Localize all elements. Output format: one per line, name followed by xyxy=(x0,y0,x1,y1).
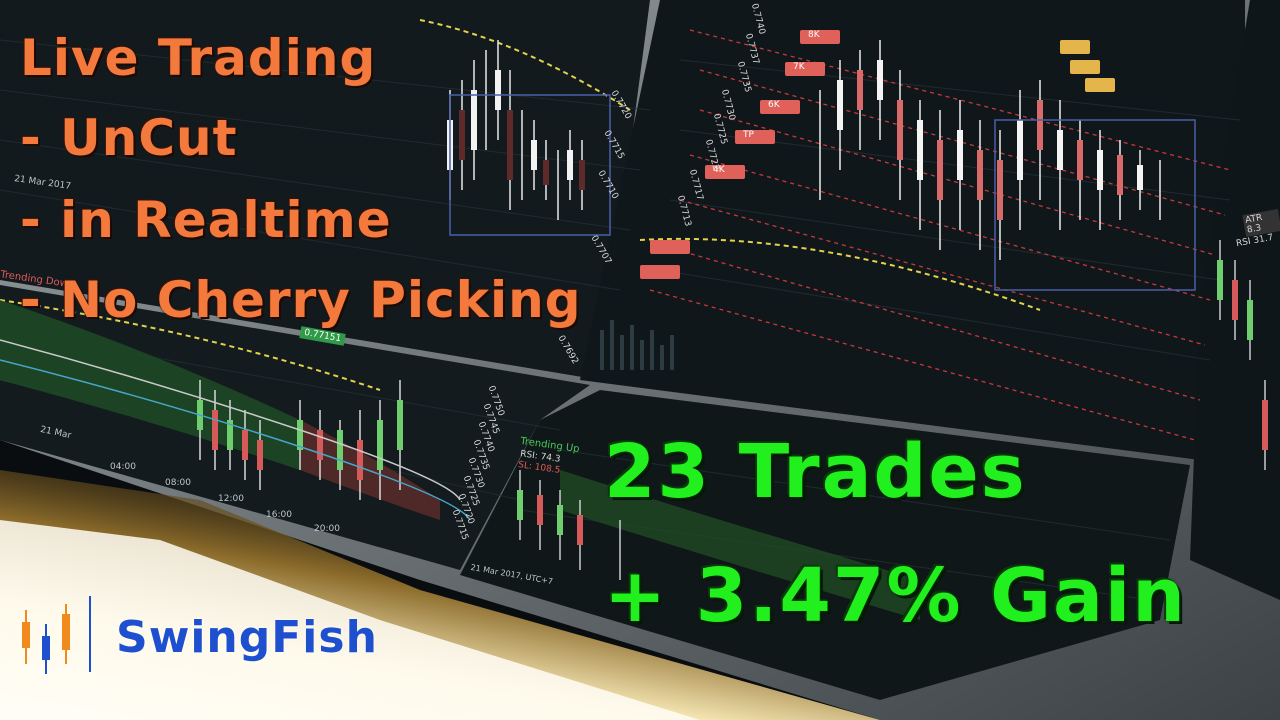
gain-percent: + 3.47% Gain xyxy=(604,553,1187,639)
bottom-left-time-2: 12:00 xyxy=(218,494,244,504)
bottom-left-time-3: 16:00 xyxy=(266,510,292,520)
order-tag-4: TP xyxy=(743,130,754,140)
bottom-left-time-4: 20:00 xyxy=(314,524,340,534)
headline-line-3: - in Realtime xyxy=(20,191,392,249)
order-tag-0: 8K xyxy=(808,30,820,40)
swingfish-logo: SwingFish xyxy=(18,590,418,680)
candlestick-logo-icon xyxy=(22,596,91,674)
bottom-left-time-0: 04:00 xyxy=(110,462,136,472)
headline-line-2: - UnCut xyxy=(20,109,238,167)
order-tag-3: 4K xyxy=(713,165,725,175)
panel-top-mid xyxy=(580,0,1245,460)
panel-bottom-mid xyxy=(460,390,1190,700)
brand-name: SwingFish xyxy=(116,612,378,663)
order-tag-2: 6K xyxy=(768,100,780,110)
ichimoku-cloud xyxy=(0,300,920,620)
trades-count: 23 Trades xyxy=(604,429,1027,515)
headline-line-4: - No Cherry Picking xyxy=(20,271,582,329)
order-tag-1: 7K xyxy=(793,62,805,72)
bottom-left-time-1: 08:00 xyxy=(165,478,191,488)
headline-line-1: Live Trading xyxy=(20,29,377,87)
